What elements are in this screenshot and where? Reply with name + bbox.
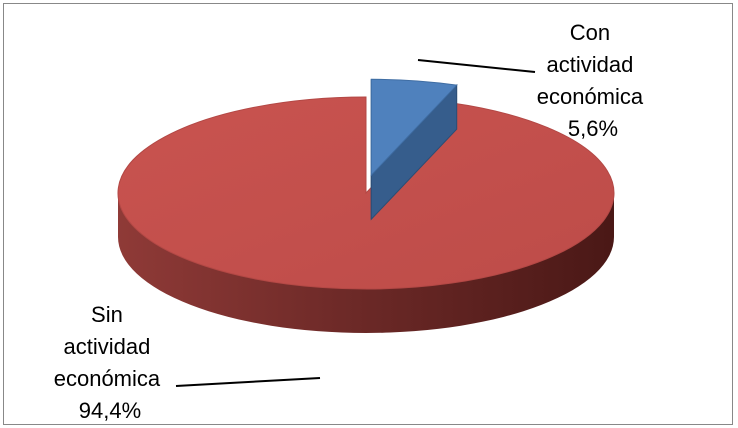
slice-label-con: Con actividad económica 5,6%	[537, 20, 650, 141]
slice-label-con-line2: actividad	[547, 52, 634, 77]
slice-value-con: 5,6%	[568, 116, 618, 141]
slice-label-sin: Sin actividad económica 94,4%	[54, 302, 167, 423]
leader-line-con	[417, 59, 536, 73]
pie-slice-con-top	[370, 78, 458, 177]
pie-slice-sin-top	[117, 96, 615, 290]
slice-label-sin-line3: económica	[54, 366, 161, 391]
slice-label-con-line3: económica	[537, 84, 644, 109]
slice-value-sin: 94,4%	[79, 398, 141, 423]
leader-line-sin	[175, 377, 321, 387]
slice-label-con-line1: Con	[570, 20, 610, 45]
pie-slice-sin-side	[118, 193, 614, 333]
slice-label-sin-line2: actividad	[64, 334, 151, 359]
slice-label-sin-line1: Sin	[91, 302, 123, 327]
